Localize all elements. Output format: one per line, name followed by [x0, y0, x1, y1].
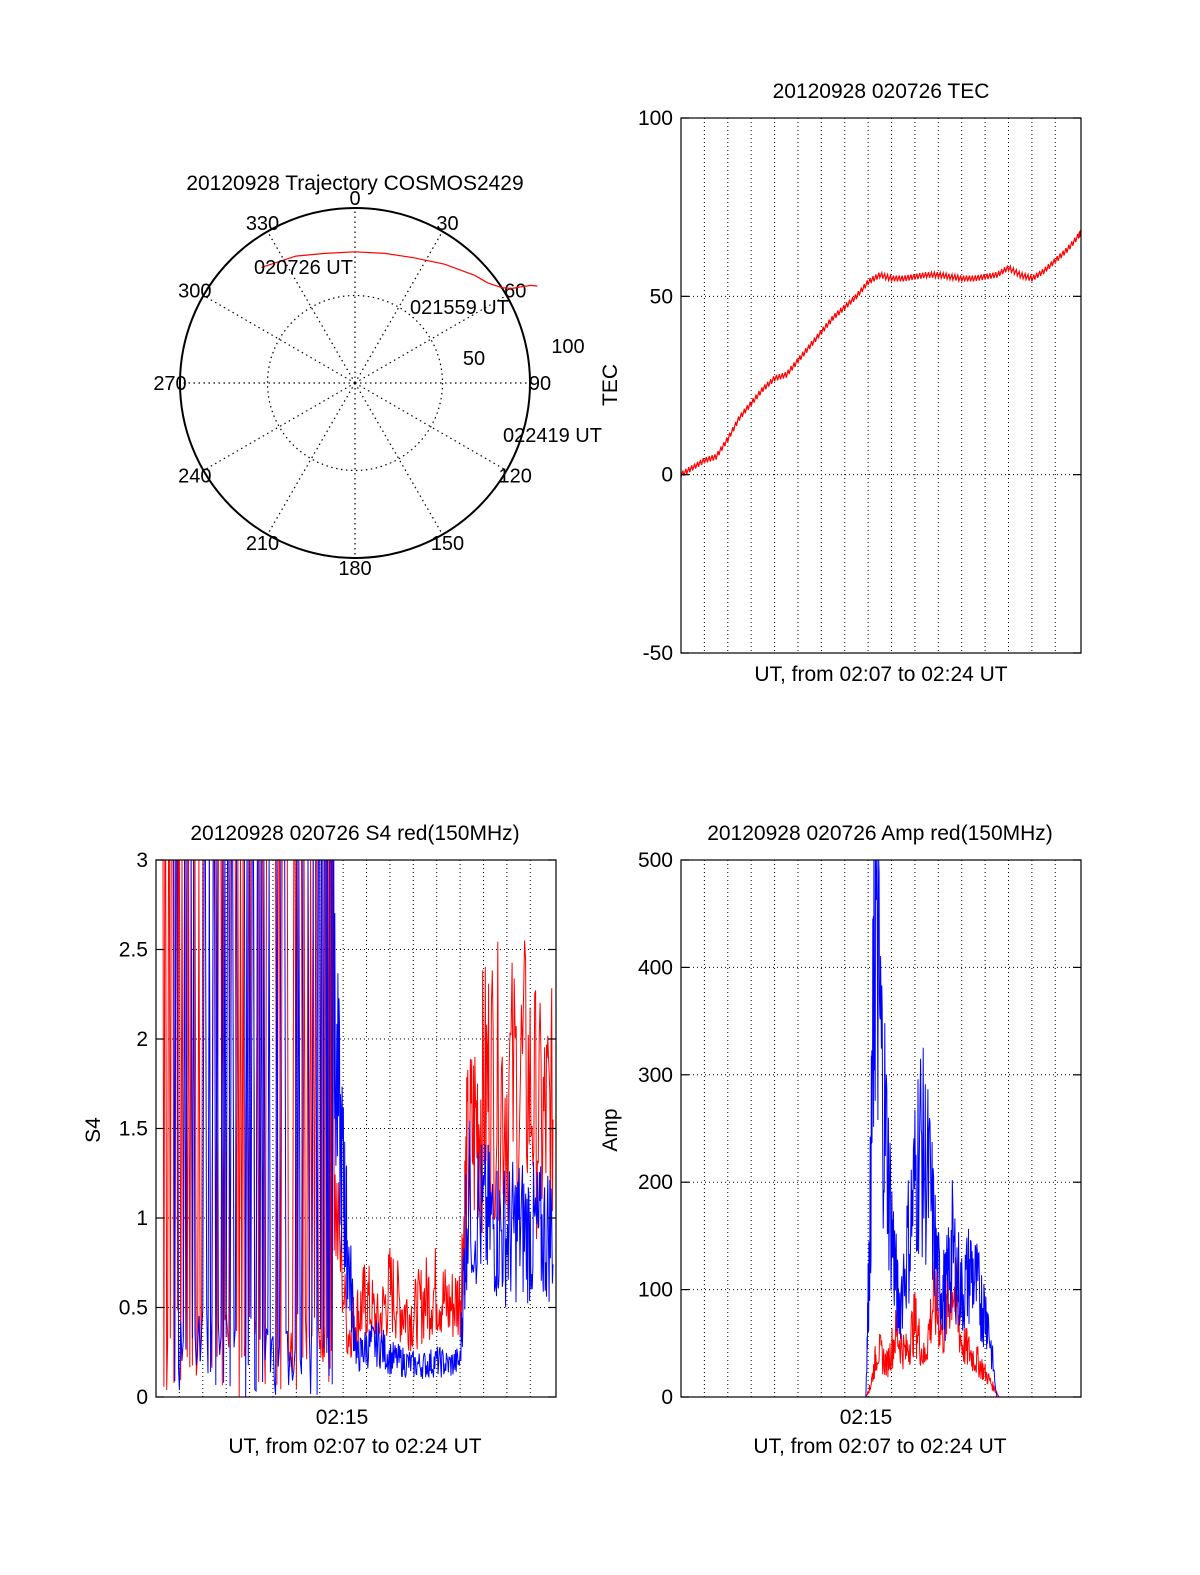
s4-grid — [156, 860, 556, 1397]
tec-chart: 20120928 020726 TEC -50 0 50 100 TEC UT, fr… — [599, 80, 1082, 686]
y-tick-label: 300 — [638, 1064, 673, 1087]
polar-spoke — [354, 382, 507, 472]
amp-plot-frame — [680, 859, 1082, 1398]
amp-y-ticks: 0 100 200 300 400 500 — [638, 849, 1081, 1409]
s4-y-ticks: 0 0.5 1 1.5 2 2.5 3 — [119, 849, 556, 1409]
s4-title: 20120928 020726 S4 red(150MHz) — [190, 822, 519, 845]
tec-y-ticks: -50 0 50 100 — [638, 107, 1081, 665]
amp-x-label: UT, from 02:07 to 02:24 UT — [753, 1435, 1006, 1458]
polar-angle-label: 120 — [499, 466, 532, 488]
y-tick-label: 50 — [650, 285, 673, 308]
polar-spoke — [266, 231, 356, 384]
blue-series-line — [163, 859, 554, 1397]
y-tick-label: 0.5 — [119, 1297, 148, 1320]
polar-spoke — [266, 382, 356, 535]
polar-spoke — [354, 294, 507, 384]
polar-angle-label: 0 — [349, 188, 360, 210]
radial-label-50: 50 — [463, 348, 485, 370]
blue-series-line — [681, 859, 1077, 1398]
polar-angle-label: 240 — [178, 466, 211, 488]
polar-spoke — [354, 231, 444, 384]
y-tick-label: 1.5 — [119, 1118, 148, 1141]
polar-angle-label: 300 — [178, 281, 211, 303]
annotation-start-time: 020726 UT — [254, 257, 353, 279]
amp-title: 20120928 020726 Amp red(150MHz) — [707, 822, 1053, 845]
polar-angle-label: 180 — [338, 558, 371, 580]
y-tick-label: 0 — [136, 1386, 148, 1409]
tec-y-label: TEC — [599, 364, 622, 406]
polar-spoke — [354, 382, 444, 535]
y-tick-label: 3 — [136, 849, 148, 872]
amp-y-label: Amp — [599, 1108, 622, 1151]
polar-spoke — [203, 382, 356, 472]
y-tick-label: 100 — [638, 1279, 673, 1302]
s4-chart: 20120928 020726 S4 red(150MHz) 0 0.5 1 1.5 2… — [82, 822, 557, 1458]
amp-grid — [681, 860, 1081, 1397]
radial-label-100: 100 — [551, 336, 584, 358]
y-tick-label: 400 — [638, 956, 673, 979]
y-tick-label: 2 — [136, 1028, 148, 1051]
polar-angle-label: 150 — [431, 533, 464, 555]
polar-ring-50 — [266, 294, 444, 472]
polar-grid — [179, 207, 531, 559]
y-tick-label: 1 — [136, 1207, 148, 1230]
polar-angle-label: 90 — [529, 373, 551, 395]
s4-series — [162, 859, 554, 1397]
trajectory-title: 20120928 Trajectory COSMOS2429 — [186, 172, 523, 195]
y-tick-label: 100 — [638, 107, 673, 130]
polar-angle-label: 30 — [436, 213, 458, 235]
polar-angle-label: 330 — [246, 213, 279, 235]
polar-spoke — [203, 294, 356, 384]
polar-angle-labels: 0 30 60 90 120 150 180 210 240 270 300 330 — [153, 188, 551, 580]
annotation-mid-time: 021559 UT — [410, 297, 509, 319]
polar-angle-label: 270 — [153, 373, 186, 395]
s4-x-label: UT, from 02:07 to 02:24 UT — [228, 1435, 481, 1458]
amp-x-tick-label: 02:15 — [840, 1406, 893, 1429]
trajectory-chart: 20120928 Trajectory COSMOS2429 0 30 60 90 12… — [153, 172, 602, 580]
y-tick-label: 0 — [661, 1386, 673, 1409]
polar-outer-ring — [179, 207, 531, 559]
annotation-end-time: 022419 UT — [503, 425, 602, 447]
tec-grid — [681, 118, 1081, 653]
polar-angle-label: 210 — [246, 533, 279, 555]
y-tick-label: 200 — [638, 1171, 673, 1194]
tec-series-line — [680, 229, 1082, 478]
trajectory-line — [261, 251, 538, 290]
s4-x-tick-label: 02:15 — [316, 1406, 369, 1429]
amp-chart: 20120928 020726 Amp red(150MHz) 0 100 200 3… — [599, 822, 1082, 1458]
red-series-line — [681, 1257, 1077, 1398]
tec-x-label: UT, from 02:07 to 02:24 UT — [754, 663, 1007, 686]
amp-series — [681, 859, 1077, 1398]
y-tick-label: 500 — [638, 849, 673, 872]
s4-y-label: S4 — [82, 1117, 105, 1143]
polar-angle-label: 60 — [504, 281, 526, 303]
y-tick-label: -50 — [643, 642, 673, 665]
tec-title: 20120928 020726 TEC — [773, 80, 990, 103]
tec-plot-frame — [680, 117, 1082, 654]
y-tick-label: 2.5 — [119, 939, 148, 962]
y-tick-label: 0 — [661, 464, 673, 487]
